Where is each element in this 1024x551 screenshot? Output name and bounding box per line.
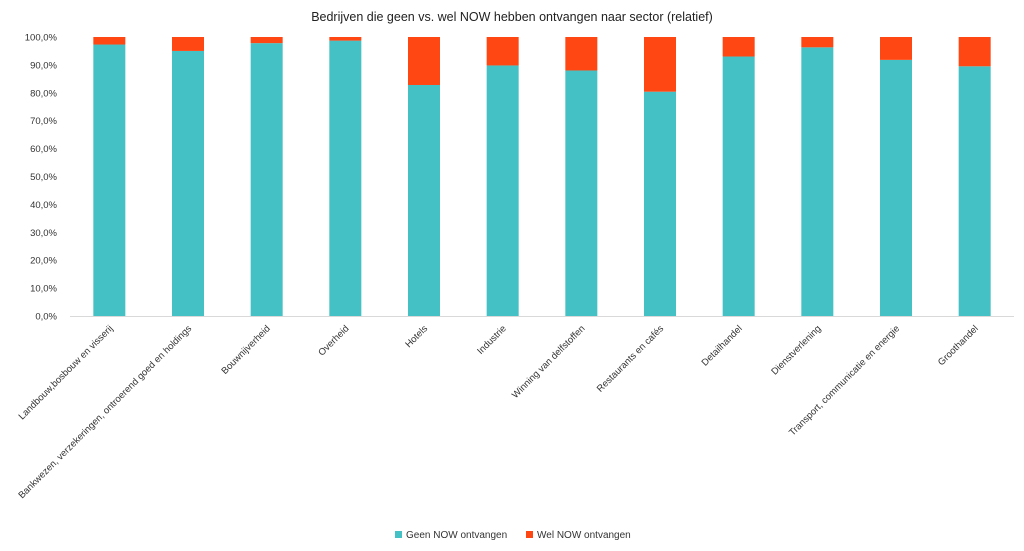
legend-swatch-wel-now: [526, 531, 533, 538]
x-tick-label: Dienstverlening: [769, 323, 823, 377]
bar-segment-wel-now: [486, 37, 519, 66]
bar-segment-wel-now: [408, 37, 440, 85]
y-tick-label: 80,0%: [30, 88, 57, 99]
bar-segment-geen-now: [250, 43, 283, 316]
x-tick-label: Detailhandel: [700, 323, 745, 368]
bar-segment-wel-now: [644, 37, 676, 92]
legend: Geen NOW ontvangen Wel NOW ontvangen: [395, 530, 631, 541]
bar-segment-geen-now: [408, 84, 440, 316]
bar-segment-geen-now: [722, 56, 755, 316]
bar-segment-geen-now: [958, 66, 991, 316]
bar-segment-geen-now: [801, 47, 834, 317]
bar-segment-geen-now: [329, 40, 362, 316]
bar-segment-geen-now: [486, 65, 519, 316]
x-tick-label: Hotels: [403, 323, 430, 350]
x-tick-label: Winning van delfstoffen: [510, 323, 587, 400]
y-tick-label: 90,0%: [30, 60, 57, 71]
y-axis: 0,0% 10,0% 20,0% 30,0% 40,0% 50,0% 60,0% 70,0% 8…: [25, 33, 58, 323]
bar-segment-wel-now: [172, 37, 204, 51]
y-tick-label: 10,0%: [30, 284, 57, 295]
x-tick-label: Bouwnijverheid: [219, 323, 272, 376]
y-tick-label: 30,0%: [30, 228, 57, 239]
bar-segment-wel-now: [93, 37, 126, 45]
bars-group: [93, 37, 991, 317]
legend-swatch-geen-now: [395, 531, 402, 538]
bar-segment-geen-now: [644, 91, 676, 317]
y-tick-label: 20,0%: [30, 256, 57, 267]
y-tick-label: 100,0%: [25, 33, 58, 44]
chart-title: Bedrijven die geen vs. wel NOW hebben on…: [311, 10, 713, 24]
bar-segment-geen-now: [565, 70, 598, 316]
y-tick-label: 60,0%: [30, 144, 57, 155]
bar-segment-wel-now: [722, 37, 755, 57]
x-tick-label: Restaurants en cafés: [595, 323, 666, 394]
x-tick-label: Groothandel: [936, 323, 981, 368]
x-tick-label: Industrie: [475, 323, 509, 357]
x-tick-label: Landbouw,bosbouw en visserij: [17, 323, 116, 422]
bar-segment-wel-now: [958, 37, 991, 67]
legend-label-wel-now: Wel NOW ontvangen: [537, 530, 631, 541]
legend-label-geen-now: Geen NOW ontvangen: [406, 530, 507, 541]
bar-segment-geen-now: [880, 59, 912, 317]
x-tick-label: Bankwezen, verzekeringen, ontroerend goe…: [16, 323, 194, 501]
x-tick-label: Overheid: [316, 323, 351, 358]
y-tick-label: 70,0%: [30, 116, 57, 127]
bar-segment-wel-now: [329, 37, 362, 41]
y-tick-label: 0,0%: [35, 312, 57, 323]
bar-segment-wel-now: [565, 37, 598, 71]
bar-segment-geen-now: [172, 50, 204, 316]
bar-segment-geen-now: [93, 44, 126, 317]
y-tick-label: 50,0%: [30, 172, 57, 183]
bar-segment-wel-now: [801, 37, 834, 48]
bar-segment-wel-now: [250, 37, 283, 44]
bar-segment-wel-now: [880, 37, 912, 60]
y-tick-label: 40,0%: [30, 200, 57, 211]
